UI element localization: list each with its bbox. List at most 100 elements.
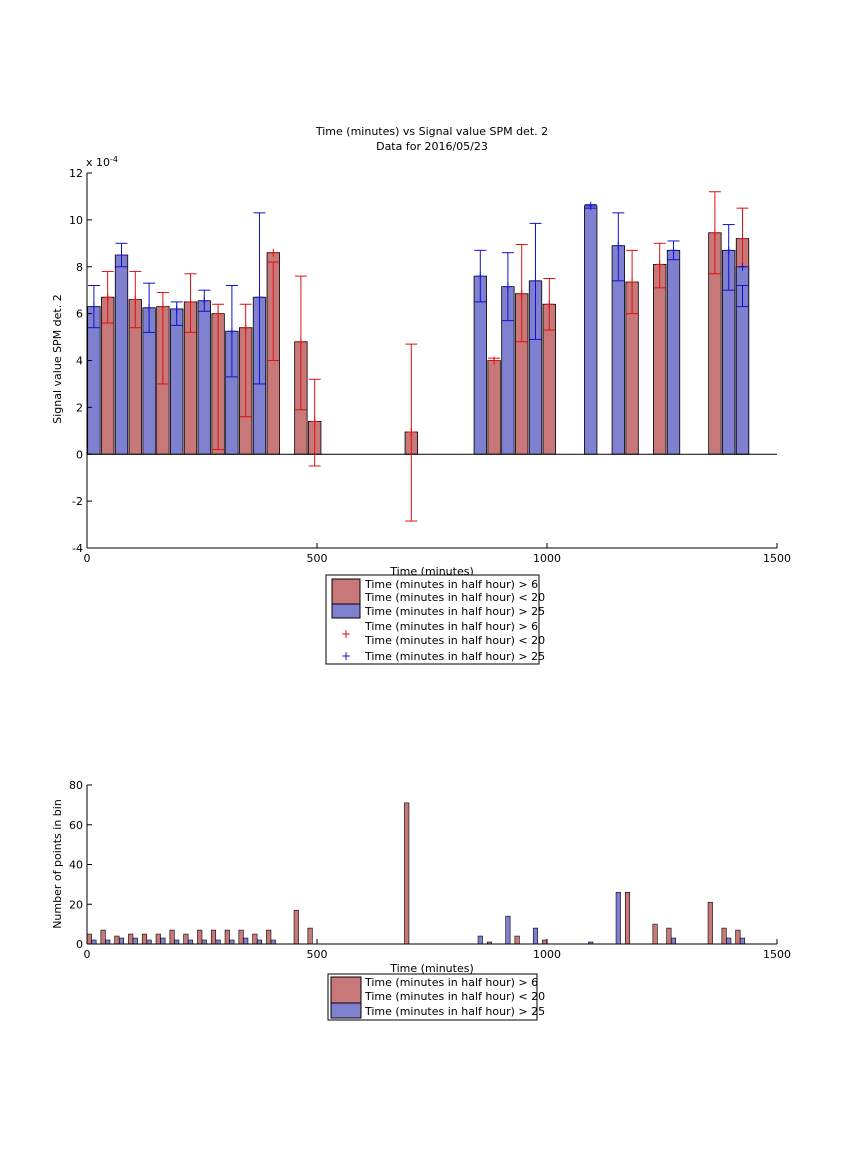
bar-red-10 [487, 360, 501, 455]
hist-bar-red-25 [735, 929, 741, 945]
bottom-y-tick-label-1: 20 [69, 898, 83, 911]
top-y-label: Signal value SPM det. 2 [51, 294, 64, 424]
top-legend-label-6: Time (minutes in half hour) > 25 [364, 650, 545, 663]
hist-bar-blue-0 [91, 939, 97, 945]
top-y-tick-label-6: 8 [76, 261, 83, 274]
top-legend-label-1: Time (minutes in half hour) > 6 [364, 578, 538, 591]
top-legend-label-4: Time (minutes in half hour) > 6 [364, 620, 538, 633]
hist-bar-red-4 [141, 933, 148, 945]
top-y-tick-label-3: 2 [76, 401, 83, 414]
top-chart: Time (minutes) vs Signal value SPM det. … [51, 125, 791, 578]
top-legend: Time (minutes in half hour) > 6 Time (mi… [325, 574, 545, 665]
top-legend-label-2: Time (minutes in half hour) < 20 [364, 591, 545, 604]
hist-bar-blue-6 [174, 939, 180, 945]
hist-bar-red-15 [307, 927, 313, 945]
top-x-tick-label-3: 1500 [763, 552, 791, 565]
bar-red-14 [653, 264, 667, 455]
bar-blue-12 [666, 249, 681, 455]
top-x-tick-label-0: 0 [84, 552, 91, 565]
top-legend-box [325, 574, 540, 665]
hist-bar-red-19 [542, 939, 548, 945]
top-y-tick-label-1: -2 [72, 495, 83, 508]
hist-bar-blue-13 [270, 939, 276, 945]
hist-bar-red-13 [266, 929, 272, 945]
hist-bar-red-10 [224, 929, 230, 945]
hist-bar-blue-14 [477, 935, 483, 945]
hist-bar-red-0 [86, 933, 92, 945]
top-y-tick-label-7: 10 [69, 214, 83, 227]
hist-bar-red-14 [293, 909, 299, 945]
bottom-legend-label-3: Time (minutes in half hour) > 25 [364, 1005, 545, 1018]
hist-bar-blue-12 [256, 939, 263, 945]
hist-bar-blue-8 [201, 939, 207, 945]
hist-bar-red-24 [721, 927, 727, 945]
hist-bar-blue-19 [670, 937, 677, 945]
bottom-x-label: Time (minutes) [389, 962, 474, 975]
bottom-legend-red-swatch [330, 976, 362, 1005]
bottom-axes: 0 20 40 60 80 0 500 1000 1500 [69, 779, 791, 961]
hist-bar-blue-10 [229, 939, 235, 945]
bottom-legend-blue-swatch [330, 1002, 362, 1019]
top-bars [87, 205, 750, 455]
bar-blue-10 [584, 205, 598, 455]
hist-bar-red-18 [514, 935, 520, 945]
hist-bar-red-3 [128, 933, 134, 945]
hist-bar-red-12 [252, 933, 258, 945]
bottom-y-tick-label-3: 60 [69, 819, 83, 832]
bottom-chart: 0 20 40 60 80 0 500 1000 1500 Time (minutes) Num… [51, 779, 791, 975]
hist-bar-red-16 [404, 802, 410, 945]
top-chart-title: Time (minutes) vs Signal value SPM det. … [315, 125, 548, 138]
hist-bar-blue-5 [160, 937, 166, 945]
bottom-x-tick-label-2: 1000 [533, 948, 561, 961]
hist-bar-blue-20 [726, 937, 732, 945]
hist-bar-red-21 [652, 923, 658, 945]
top-y-exponent-base: x 10 [86, 156, 110, 169]
hist-bar-red-9 [210, 929, 217, 945]
bottom-legend-box [327, 973, 538, 1021]
hist-bar-red-2 [114, 935, 120, 945]
hist-bar-red-6 [169, 929, 175, 945]
hist-bar-blue-9 [215, 939, 221, 945]
top-y-tick-label-5: 6 [76, 308, 83, 321]
hist-bar-red-7 [183, 933, 189, 945]
hist-bar-red-5 [155, 933, 161, 945]
top-legend-red-swatch [331, 578, 361, 606]
bottom-y-tick-label-2: 40 [69, 859, 83, 872]
hist-bar-blue-4 [146, 939, 152, 945]
bottom-x-tick-label-3: 1500 [763, 948, 791, 961]
bottom-bars [86, 802, 746, 945]
bar-blue-3 [170, 308, 184, 455]
bottom-y-tick-label-4: 80 [69, 779, 83, 792]
bottom-legend-label-2: Time (minutes in half hour) < 20 [364, 990, 545, 1003]
top-y-exponent: x 10-4 [86, 155, 118, 169]
hist-bar-blue-7 [187, 939, 194, 945]
top-y-tick-label-2: 0 [76, 448, 83, 461]
bar-blue-1 [114, 254, 129, 455]
bottom-x-tick-label-0: 0 [84, 948, 91, 961]
hist-bar-blue-15 [505, 915, 511, 945]
hist-bar-red-22 [666, 927, 672, 945]
top-legend-red-marker: + [341, 627, 351, 641]
hist-bar-blue-3 [132, 937, 138, 945]
top-y-tick-label-8: 12 [69, 167, 83, 180]
top-axes: -4 -2 0 2 4 6 8 10 12 0 500 1000 1500 [69, 167, 791, 565]
top-y-tick-label-4: 4 [76, 355, 83, 368]
hist-bar-red-8 [197, 929, 203, 945]
top-legend-blue-marker: + [341, 649, 351, 663]
top-legend-blue-swatch [331, 603, 361, 619]
hist-bar-red-1 [100, 929, 106, 945]
hist-bar-red-20 [624, 892, 631, 945]
top-legend-label-3: Time (minutes in half hour) > 25 [364, 605, 545, 618]
top-x-tick-label-2: 1000 [533, 552, 561, 565]
hist-bar-blue-21 [739, 937, 746, 945]
hist-bar-blue-18 [615, 892, 621, 945]
bar-blue-4 [197, 300, 211, 455]
hist-bar-blue-1 [105, 939, 111, 945]
top-y-exponent-power: -4 [110, 155, 118, 164]
top-x-tick-label-1: 500 [307, 552, 328, 565]
hist-bar-blue-2 [118, 937, 125, 945]
bottom-legend: Time (minutes in half hour) > 6 Time (mi… [327, 973, 545, 1021]
bottom-legend-label-1: Time (minutes in half hour) > 6 [364, 976, 538, 989]
bottom-x-tick-label-1: 500 [307, 948, 328, 961]
